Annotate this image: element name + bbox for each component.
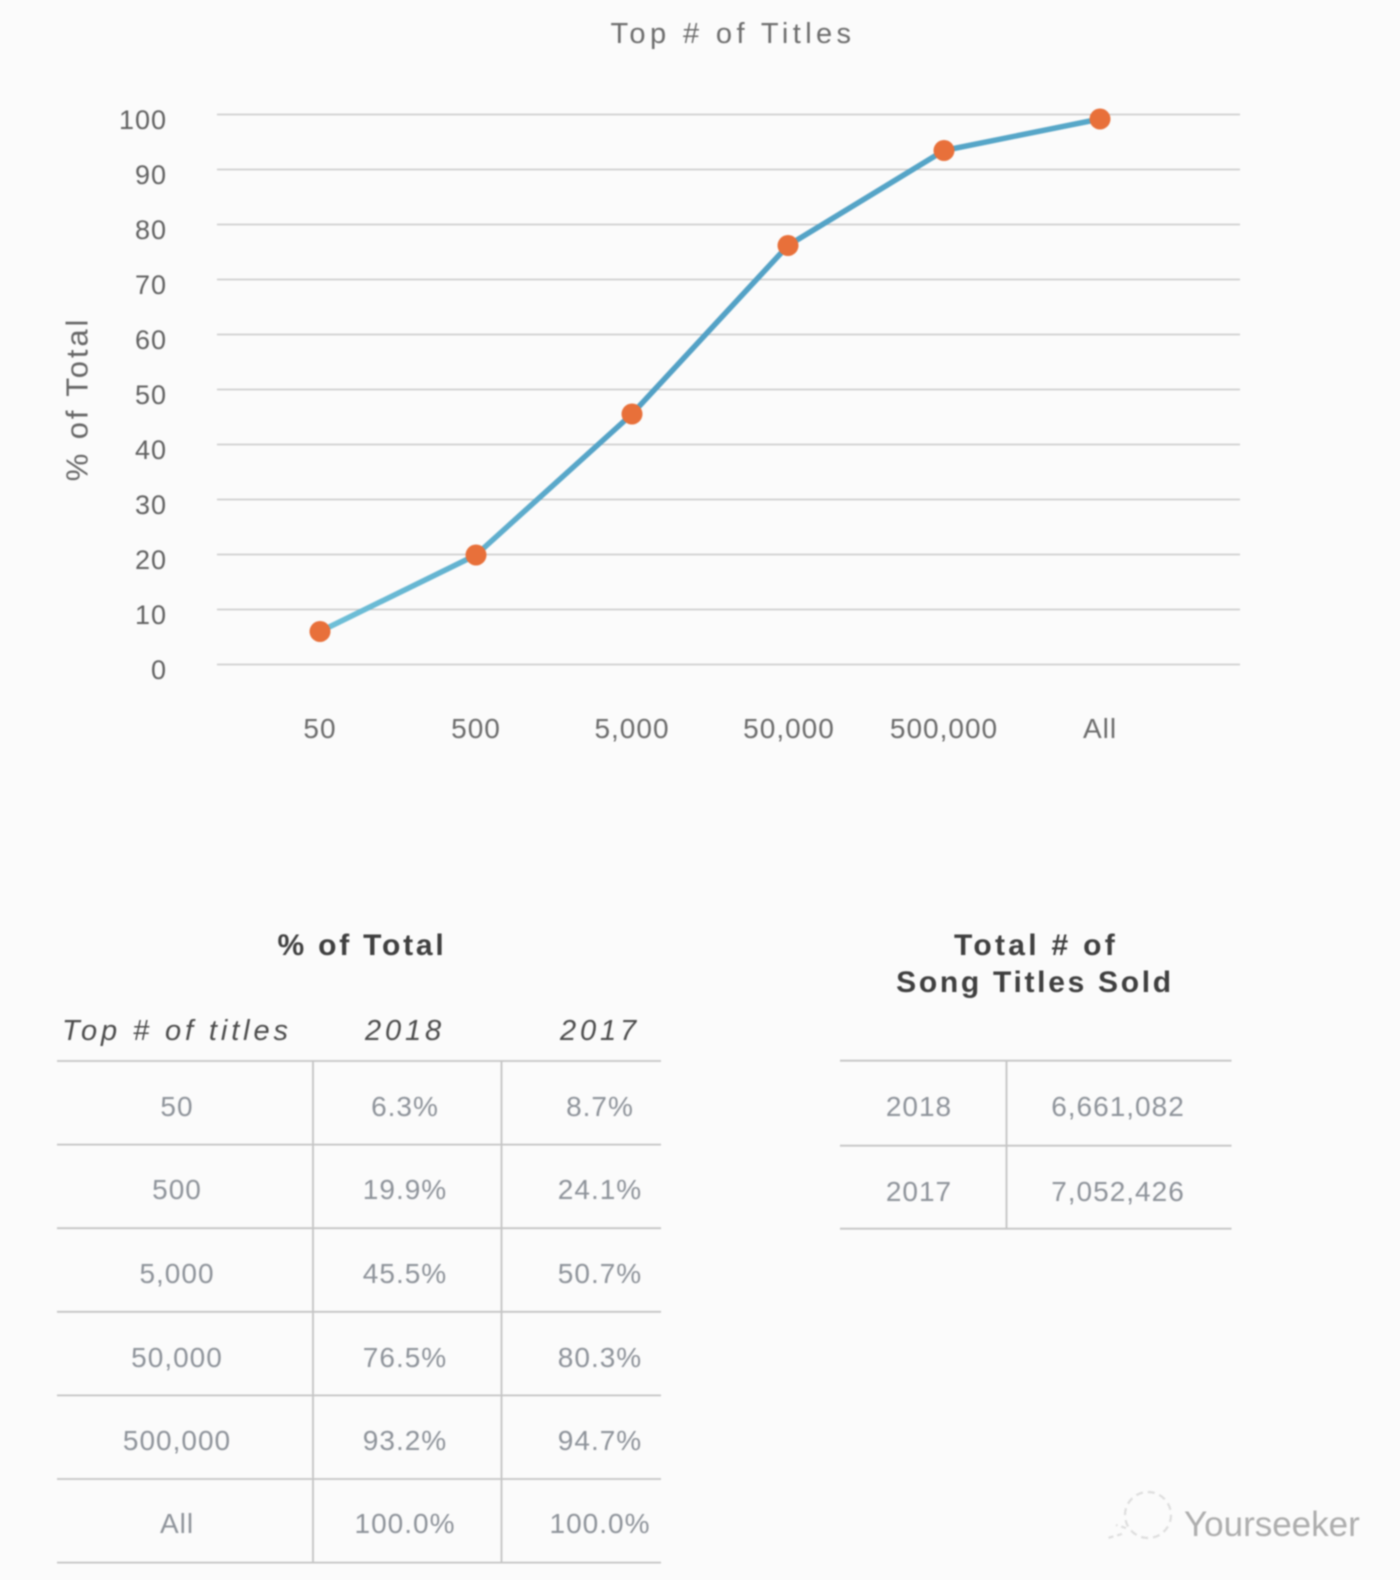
svg-text:50,000: 50,000 (743, 713, 835, 744)
svg-text:Total # of: Total # of (954, 929, 1118, 962)
svg-text:500: 500 (152, 1174, 202, 1205)
svg-text:19.9%: 19.9% (363, 1174, 447, 1205)
svg-text:Top # of Titles: Top # of Titles (611, 18, 856, 50)
svg-text:60: 60 (135, 325, 167, 355)
svg-text:93.2%: 93.2% (363, 1425, 447, 1456)
svg-text:100.0%: 100.0% (355, 1508, 456, 1539)
svg-text:All: All (1083, 713, 1117, 744)
svg-text:2018: 2018 (886, 1091, 952, 1122)
svg-text:5,000: 5,000 (594, 713, 669, 744)
svg-text:40: 40 (135, 435, 167, 465)
svg-text:7,052,426: 7,052,426 (1051, 1176, 1185, 1207)
svg-text:% of Total: % of Total (277, 929, 446, 962)
svg-text:100: 100 (119, 105, 167, 135)
svg-text:10: 10 (135, 600, 167, 630)
svg-text:Top # of titles: Top # of titles (62, 1015, 292, 1047)
svg-text:500: 500 (451, 713, 501, 744)
svg-text:76.5%: 76.5% (363, 1342, 447, 1373)
svg-text:All: All (160, 1508, 194, 1539)
svg-text:Yourseeker: Yourseeker (1184, 1505, 1360, 1544)
svg-text:24.1%: 24.1% (558, 1174, 642, 1205)
svg-text:% of Total: % of Total (60, 317, 95, 482)
svg-text:5,000: 5,000 (139, 1258, 214, 1289)
svg-text:50: 50 (303, 713, 336, 744)
svg-text:0: 0 (151, 655, 167, 685)
svg-text:80.3%: 80.3% (558, 1342, 642, 1373)
svg-text:2017: 2017 (559, 1015, 640, 1047)
svg-text:80: 80 (135, 215, 167, 245)
svg-text:Song Titles Sold: Song Titles Sold (896, 966, 1174, 999)
svg-text:500,000: 500,000 (890, 713, 998, 744)
svg-text:70: 70 (135, 270, 167, 300)
svg-text:100.0%: 100.0% (550, 1508, 651, 1539)
svg-text:30: 30 (135, 490, 167, 520)
svg-text:8.7%: 8.7% (566, 1091, 634, 1122)
svg-text:6.3%: 6.3% (371, 1091, 439, 1122)
svg-text:50: 50 (160, 1091, 193, 1122)
svg-text:45.5%: 45.5% (363, 1258, 447, 1289)
svg-text:20: 20 (135, 545, 167, 575)
svg-text:94.7%: 94.7% (558, 1425, 642, 1456)
svg-text:90: 90 (135, 160, 167, 190)
svg-text:50: 50 (135, 380, 167, 410)
svg-text:50.7%: 50.7% (558, 1258, 642, 1289)
svg-text:6,661,082: 6,661,082 (1051, 1091, 1185, 1122)
svg-text:500,000: 500,000 (123, 1425, 231, 1456)
svg-text:2018: 2018 (364, 1015, 445, 1047)
svg-text:2017: 2017 (886, 1176, 952, 1207)
svg-text:50,000: 50,000 (131, 1342, 223, 1373)
